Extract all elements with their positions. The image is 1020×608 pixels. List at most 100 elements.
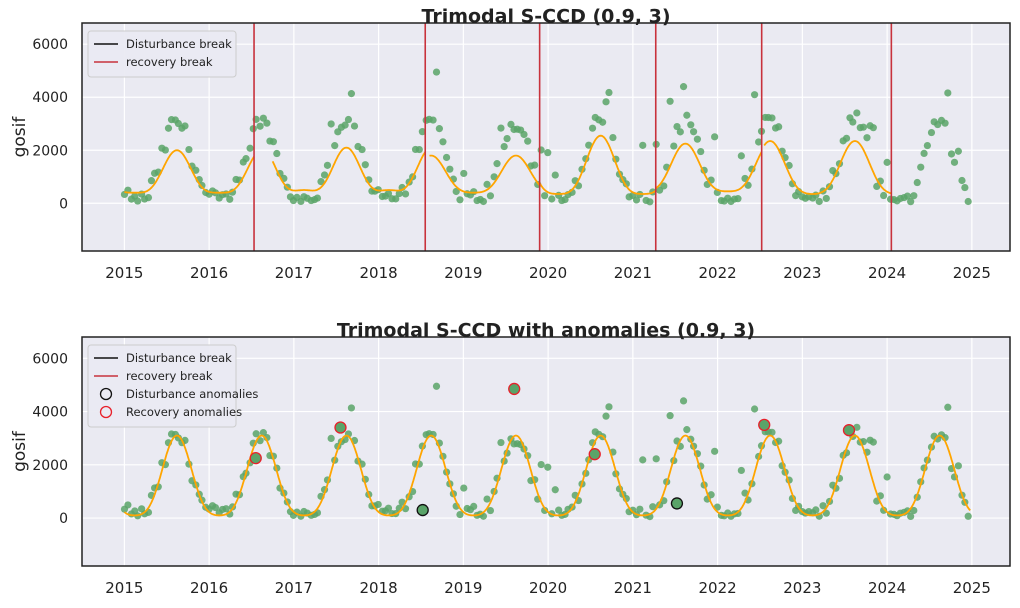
observation-point xyxy=(222,505,230,513)
observation-point xyxy=(683,111,691,119)
observation-point xyxy=(256,122,264,130)
observation-point xyxy=(327,120,335,128)
disturbance-anomaly-marker xyxy=(670,497,684,510)
recovery-anomaly-marker xyxy=(758,418,771,432)
observation-point xyxy=(497,438,505,447)
observation-point xyxy=(361,161,369,169)
plot-frame xyxy=(81,22,1011,252)
recovery-anomaly-marker xyxy=(334,421,347,434)
fit-curve xyxy=(123,434,971,517)
observation-point xyxy=(869,124,877,132)
observation-point xyxy=(697,147,705,156)
x-tick-label: 2022 xyxy=(699,579,737,597)
x-tick-label: 2023 xyxy=(783,264,821,282)
observation-point xyxy=(483,495,491,503)
observation-point xyxy=(395,189,403,198)
observation-point xyxy=(161,146,169,154)
observation-point xyxy=(384,504,393,512)
observation-point xyxy=(670,142,678,150)
x-tick-label: 2024 xyxy=(868,264,906,282)
observation-point xyxy=(917,163,925,171)
disturbance-anomaly-marker xyxy=(416,503,429,517)
observation-point xyxy=(941,119,949,127)
observation-point xyxy=(964,197,972,206)
observation-point xyxy=(687,121,695,129)
observation-point xyxy=(869,438,877,446)
observation-point xyxy=(327,434,335,443)
observation-point xyxy=(880,191,888,200)
observation-point xyxy=(124,501,132,509)
fit-curve xyxy=(655,142,763,193)
y-axis-label: gosif xyxy=(10,116,30,158)
observation-point xyxy=(679,397,688,405)
observation-point xyxy=(711,447,719,455)
observation-point xyxy=(822,194,830,203)
observation-point xyxy=(524,137,532,145)
legend-label: Disturbance break xyxy=(126,37,232,51)
observation-point xyxy=(734,509,742,518)
observation-point xyxy=(442,153,451,162)
observation-point xyxy=(144,194,153,202)
observation-point xyxy=(313,194,322,202)
observation-point xyxy=(755,138,763,146)
observation-point xyxy=(273,149,281,158)
y-tick-label: 2000 xyxy=(32,143,68,159)
observation-point xyxy=(954,462,962,470)
observation-point xyxy=(456,510,464,519)
observation-point xyxy=(374,500,382,509)
observation-point xyxy=(401,190,410,198)
observation-point xyxy=(863,134,871,142)
observation-point xyxy=(849,118,857,126)
observation-point xyxy=(842,134,851,142)
observation-point xyxy=(880,506,888,514)
x-tick-label: 2021 xyxy=(614,264,652,282)
observation-point xyxy=(910,192,918,200)
plot-area xyxy=(82,337,1010,566)
observation-point xyxy=(384,189,393,198)
observation-point xyxy=(503,134,511,143)
y-tick-label: 6000 xyxy=(32,351,68,367)
observation-point xyxy=(470,188,478,196)
observation-point xyxy=(493,160,501,168)
observation-point xyxy=(358,145,366,154)
observation-point xyxy=(859,123,868,131)
observation-point xyxy=(429,116,437,124)
observation-point xyxy=(920,149,928,158)
observation-point xyxy=(689,128,698,136)
observation-point xyxy=(599,118,607,126)
observation-point xyxy=(873,182,881,191)
observation-point xyxy=(679,83,688,91)
x-tick-label: 2016 xyxy=(190,579,228,597)
observation-point xyxy=(588,124,597,132)
observation-point xyxy=(646,198,654,206)
observation-point xyxy=(392,195,400,203)
observation-point xyxy=(134,197,142,205)
observation-point xyxy=(418,128,426,136)
observation-point xyxy=(544,463,552,471)
recovery-anomaly-marker xyxy=(249,452,262,465)
recovery-anomaly-marker xyxy=(588,448,601,461)
observation-point xyxy=(927,128,936,137)
legend-label: recovery break xyxy=(126,55,213,69)
observation-point xyxy=(483,180,491,188)
observation-point xyxy=(947,150,956,158)
top-chart-panel: 2015 2016 2017 2018 2019 2020 2021 2022 2023 2024… xyxy=(10,6,1011,282)
x-tick-label: 2021 xyxy=(614,579,652,597)
observation-point xyxy=(964,512,972,520)
y-axis-label: gosif xyxy=(10,430,30,472)
observation-point xyxy=(242,155,250,163)
observation-point xyxy=(479,197,488,206)
x-tick-label: 2019 xyxy=(444,264,482,282)
observation-point xyxy=(544,149,552,157)
observation-point xyxy=(323,161,332,169)
legend-box xyxy=(87,30,237,78)
observation-point xyxy=(768,114,776,122)
observation-point xyxy=(737,152,745,160)
observation-point xyxy=(551,486,559,494)
observation-point xyxy=(435,125,443,133)
x-tick-label: 2020 xyxy=(529,264,567,282)
y-tick-label: 4000 xyxy=(32,405,68,421)
observation-point xyxy=(500,142,508,151)
observation-point xyxy=(954,147,962,155)
